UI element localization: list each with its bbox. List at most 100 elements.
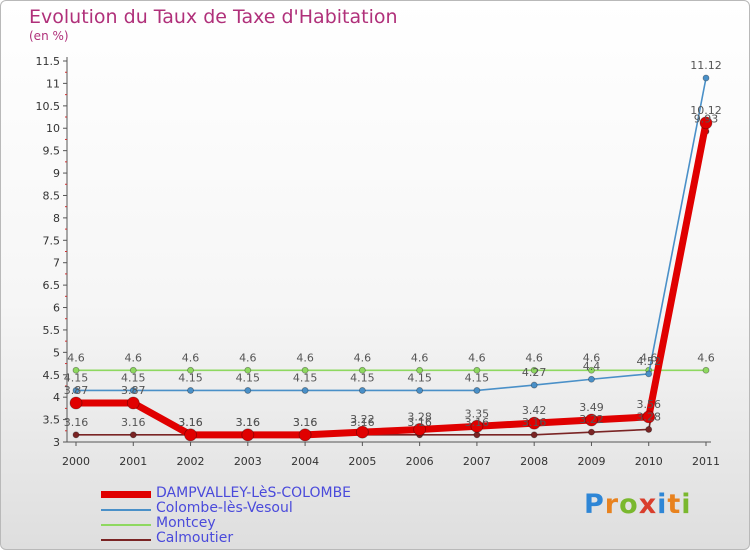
data-label: 3.49 [579,401,604,414]
data-point [473,431,481,439]
x-tick-label: 2001 [119,455,147,468]
data-point [72,387,80,394]
data-label: 3.16 [121,416,146,429]
data-label: 3.16 [178,416,203,429]
y-tick-label: 5 [53,346,60,359]
data-point [473,366,481,374]
proxiti-logo: Proxiti [584,489,692,520]
data-label: 3.16 [465,416,490,429]
y-tick-label: 9.5 [43,145,61,158]
y-tick-label: 11.5 [36,55,61,68]
data-label: 4.15 [236,371,261,384]
y-tick-label: 9 [53,167,60,180]
logo-letter: i [657,489,668,520]
data-label: 4.6 [125,351,143,364]
data-point [129,387,137,394]
data-point [241,428,255,442]
data-point [187,387,194,394]
y-tick-label: 8.5 [43,189,61,202]
data-point [129,366,137,374]
data-point [126,396,140,410]
data-point [184,428,197,442]
x-tick-label: 2003 [234,455,262,468]
data-label: 3.16 [293,416,318,429]
data-label: 3.42 [522,404,547,417]
data-label: 4.15 [121,371,146,384]
data-label: 4.15 [64,371,89,384]
data-label: 3.56 [636,398,661,411]
data-point [355,425,369,439]
y-tick-label: 4 [53,391,60,404]
data-label: 3.16 [236,416,261,429]
y-tick-label: 3.5 [43,414,61,427]
data-label: 4.4 [583,360,601,373]
data-label: 3.28 [407,410,432,423]
legend-swatch [101,524,151,526]
data-label: 4.6 [411,351,429,364]
x-tick-label: 2007 [463,455,491,468]
y-tick-label: 11 [46,77,60,90]
data-label: 3.16 [407,416,432,429]
y-axis-unit-label: (en %) [29,29,69,43]
series-line [76,122,710,439]
data-label: 3.16 [236,416,261,429]
data-label: 4.15 [407,371,432,384]
y-tick-label: 6 [53,302,60,315]
data-label: 4.6 [354,351,372,364]
legend-label: Montcey [156,515,216,531]
data-point [530,366,538,374]
data-label: 3.16 [178,416,203,429]
data-point [187,366,194,374]
data-point [702,366,710,374]
x-tick-label: 2010 [635,455,663,468]
data-label: 4.15 [293,371,318,384]
data-point [585,413,598,427]
data-point [416,387,424,394]
data-label: 10.12 [690,104,722,117]
x-tick-label: 2008 [520,455,548,468]
data-label: 3.16 [293,416,318,429]
data-label: 4.27 [522,366,547,379]
data-point [244,387,252,394]
data-point [301,366,309,374]
data-label: 3.35 [465,407,490,420]
data-point [358,387,366,394]
data-point [72,431,80,439]
data-point [702,74,710,82]
legend-swatch [101,509,151,511]
legend-swatch [101,491,151,498]
data-point [358,366,366,374]
data-point [129,431,137,439]
data-label: 4.6 [182,351,200,364]
data-point [301,387,309,394]
x-tick-label: 2000 [62,455,90,468]
data-label: 4.15 [465,371,490,384]
y-tick-label: 3 [53,436,60,449]
x-tick-label: 2004 [291,455,319,468]
y-tick-label: 7.5 [43,234,61,247]
logo-letter: i [681,489,692,520]
legend-label: Colombe-lès-Vesoul [156,500,293,516]
data-label: 4.6 [296,351,314,364]
x-tick-label: 2005 [348,455,376,468]
data-point [473,387,481,394]
data-label: 4.6 [239,351,257,364]
data-label: 3.22 [350,413,375,426]
x-tick-label: 2011 [692,455,720,468]
x-tick-label: 2002 [177,455,205,468]
data-label: 4.6 [640,351,658,364]
data-point [298,428,312,442]
data-point [72,366,80,374]
data-label: 4.6 [697,351,715,364]
data-point [588,366,595,374]
data-point [470,419,484,433]
y-tick-label: 4.5 [43,369,61,382]
data-point [645,426,653,433]
data-point [416,366,424,374]
data-label: 4.52 [636,355,661,368]
data-label: 4.15 [178,371,203,384]
data-point [413,423,427,436]
data-point [588,375,595,383]
